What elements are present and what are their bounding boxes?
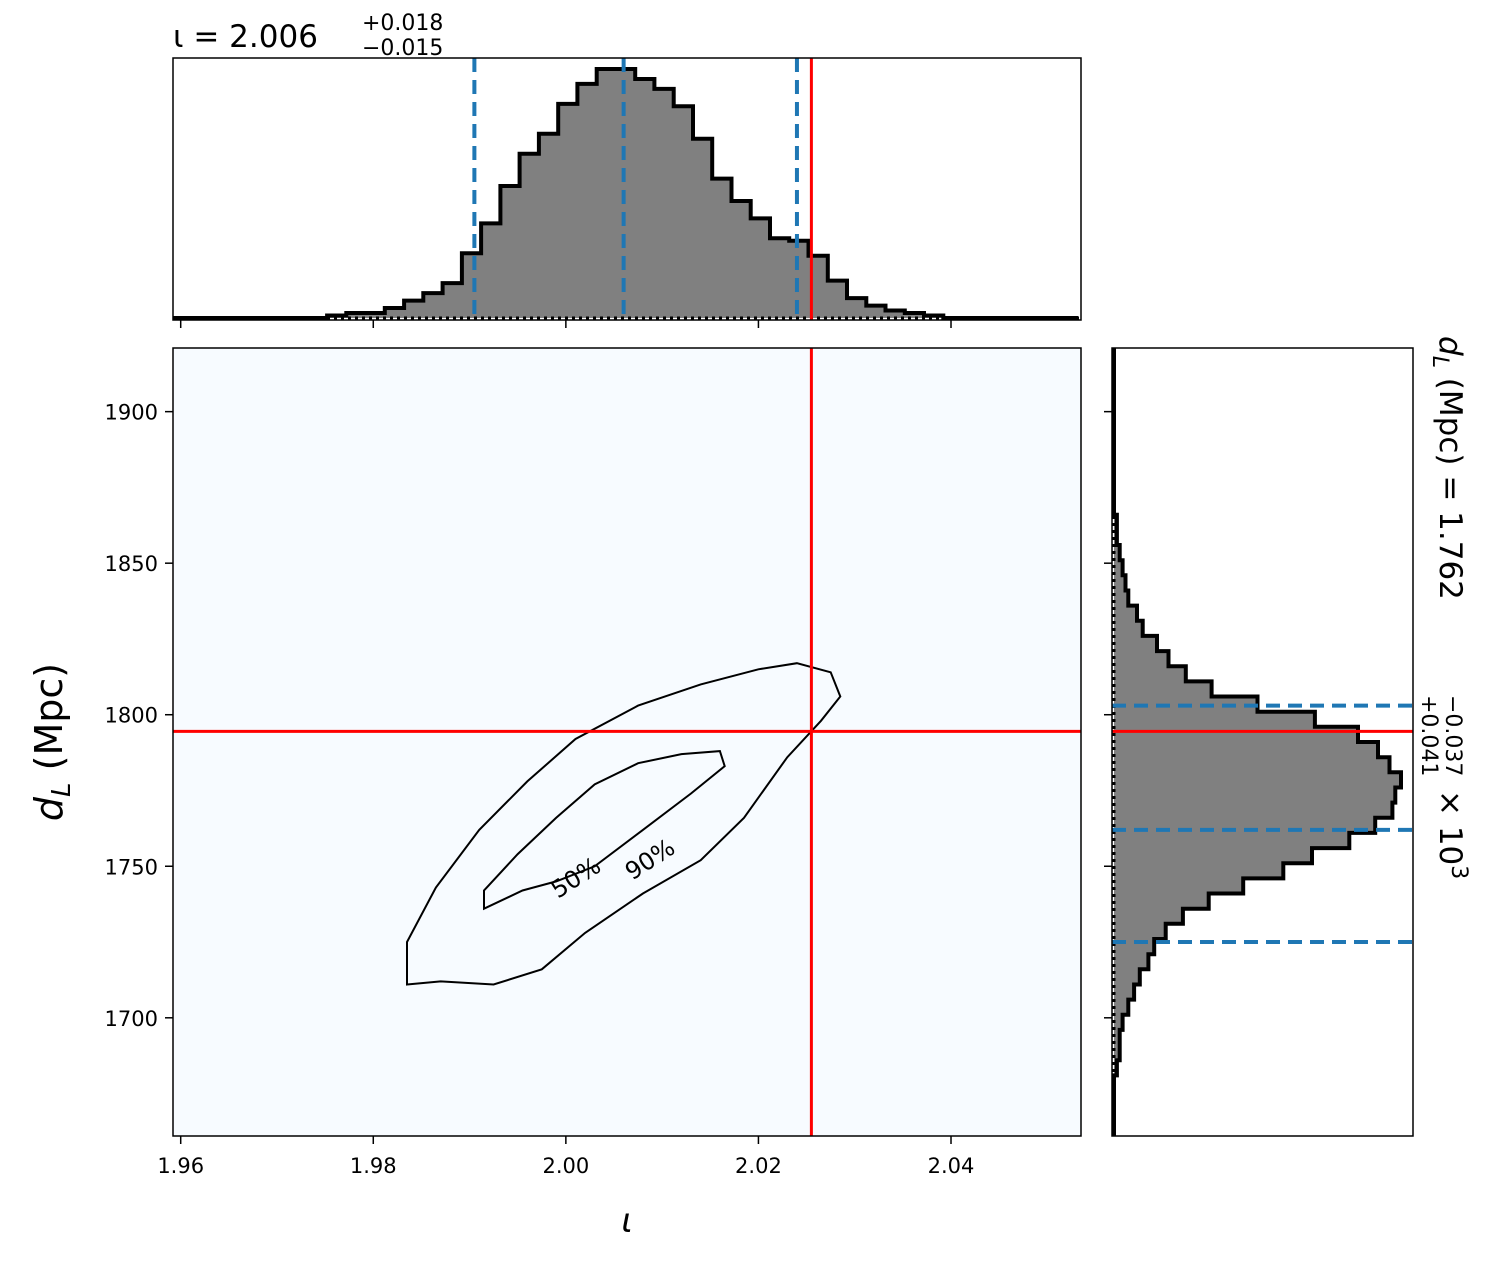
y-tick-label: 1700 (105, 1007, 158, 1031)
iota-hist-edge (173, 67, 1079, 320)
y-tick-label: 1800 (105, 704, 158, 728)
dl-hist-edge (1112, 348, 1403, 1136)
x-tick-label: 1.98 (350, 1154, 397, 1178)
dl-hist-fill (1114, 348, 1401, 1136)
x-tick-label: 2.04 (928, 1154, 975, 1178)
y-tick-label: 1900 (105, 401, 158, 425)
dl-marginal-panel: dL (Mpc) = 1.762 +0.041 −0.037 × 103 (1104, 336, 1471, 1137)
joint-frame (172, 347, 1082, 1137)
dl-title-exponent: × 103 (1432, 790, 1471, 879)
density-background (173, 348, 1081, 1136)
iota-title-plus: +0.018 (362, 11, 443, 36)
dl-title-minus: −0.037 (1440, 695, 1465, 776)
dl-marginal-title: dL (Mpc) = 1.762 (1427, 336, 1468, 600)
joint-panel: 50% 90% 1.96 1.98 2.00 2.02 2.041700175018001… (27, 347, 1082, 1241)
iota-marginal-panel: ι = 2.006 +0.018 −0.015 (172, 11, 1082, 328)
x-axis-label: ι (621, 1201, 633, 1241)
x-tick-label: 1.96 (157, 1154, 204, 1178)
x-tick-label: 2.00 (542, 1154, 589, 1178)
x-tick-label: 2.02 (735, 1154, 782, 1178)
dl-marginal-frame (1111, 347, 1414, 1137)
iota-title-minus: −0.015 (362, 36, 443, 61)
y-tick-label: 1750 (105, 855, 158, 879)
dl-title-plus: +0.041 (1416, 695, 1441, 776)
contour-90 (406, 662, 842, 986)
y-axis-label: dL (Mpc) (27, 663, 77, 821)
y-tick-label: 1850 (105, 552, 158, 576)
iota-marginal-frame (172, 57, 1082, 321)
contour-50 (483, 750, 726, 911)
iota-marginal-title: ι = 2.006 (173, 19, 318, 55)
